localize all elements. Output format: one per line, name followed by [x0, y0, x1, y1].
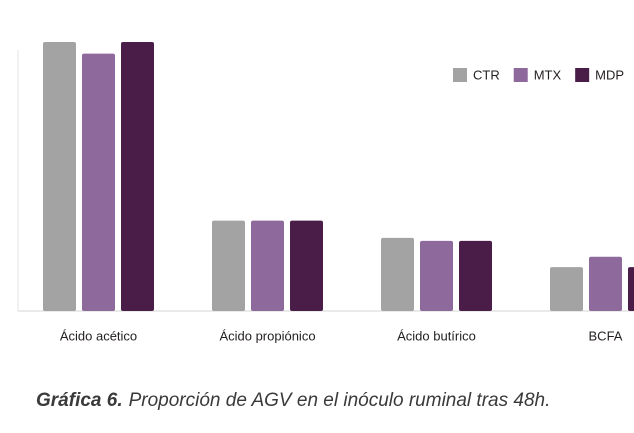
legend-label: MTX: [534, 67, 562, 82]
bar: [589, 256, 622, 311]
legend-swatch: [575, 68, 590, 82]
bar: [121, 42, 154, 311]
bar: [628, 267, 634, 311]
x-tick-label: Ácido butírico: [397, 328, 476, 343]
caption-group: Gráfica 6. Proporción de AGV en el inócul…: [36, 390, 550, 411]
bar: [381, 237, 414, 311]
x-tick-label: Ácido acético: [60, 328, 137, 343]
x-tick-label: Ácido propiónico: [219, 328, 315, 343]
legend-label: MDP: [595, 67, 624, 82]
legend-swatch: [453, 68, 467, 82]
bar: [212, 220, 245, 311]
bar: [459, 240, 492, 311]
bar: [251, 220, 284, 311]
caption-label: Gráfica 6.: [36, 390, 123, 411]
legend-label: CTR: [473, 67, 500, 82]
bar: [550, 267, 583, 311]
bar: [290, 220, 323, 311]
bar: [82, 53, 115, 312]
bar: [420, 240, 453, 311]
bar: [43, 42, 76, 311]
legend-swatch: [513, 68, 528, 82]
x-tick-label: BCFA: [589, 328, 623, 343]
caption: Proporción de AGV en el inóculo ruminal …: [129, 390, 551, 411]
